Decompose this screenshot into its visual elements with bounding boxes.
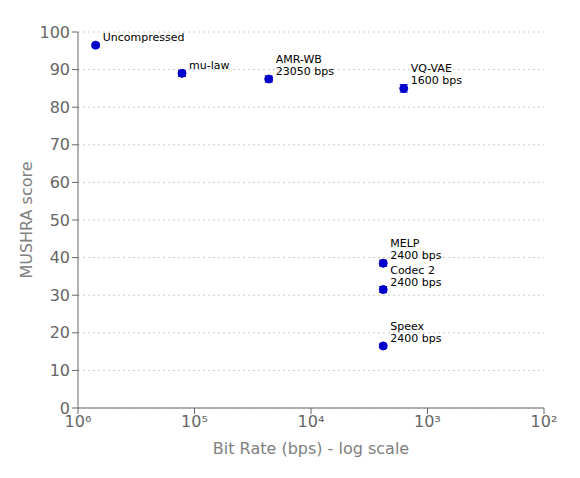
svg-text:90: 90 — [50, 60, 70, 79]
svg-text:AMR-WB23050 bps: AMR-WB23050 bps — [276, 53, 334, 78]
svg-text:MELP2400 bps: MELP2400 bps — [390, 237, 441, 262]
svg-text:80: 80 — [50, 98, 70, 117]
svg-text:10⁵: 10⁵ — [181, 412, 208, 431]
svg-text:10³: 10³ — [414, 412, 441, 431]
svg-text:40: 40 — [50, 248, 70, 267]
svg-text:mu-law: mu-law — [189, 59, 229, 72]
svg-text:Codec 22400 bps: Codec 22400 bps — [390, 264, 441, 289]
svg-text:50: 50 — [50, 211, 70, 230]
svg-text:10²: 10² — [531, 412, 558, 431]
svg-text:70: 70 — [50, 135, 70, 154]
svg-text:30: 30 — [50, 286, 70, 305]
svg-text:20: 20 — [50, 323, 70, 342]
svg-text:10⁴: 10⁴ — [298, 412, 325, 431]
svg-text:0: 0 — [60, 399, 70, 418]
svg-text:MUSHRA score: MUSHRA score — [17, 161, 36, 278]
svg-text:Uncompressed: Uncompressed — [103, 31, 185, 44]
svg-text:VQ-VAE1600 bps: VQ-VAE1600 bps — [411, 62, 462, 87]
svg-text:10: 10 — [50, 361, 70, 380]
svg-text:Bit Rate (bps) - log scale: Bit Rate (bps) - log scale — [213, 439, 409, 458]
svg-text:100: 100 — [39, 23, 70, 42]
svg-text:60: 60 — [50, 173, 70, 192]
svg-text:Speex2400 bps: Speex2400 bps — [390, 320, 441, 345]
svg-text:10⁶: 10⁶ — [64, 412, 92, 432]
